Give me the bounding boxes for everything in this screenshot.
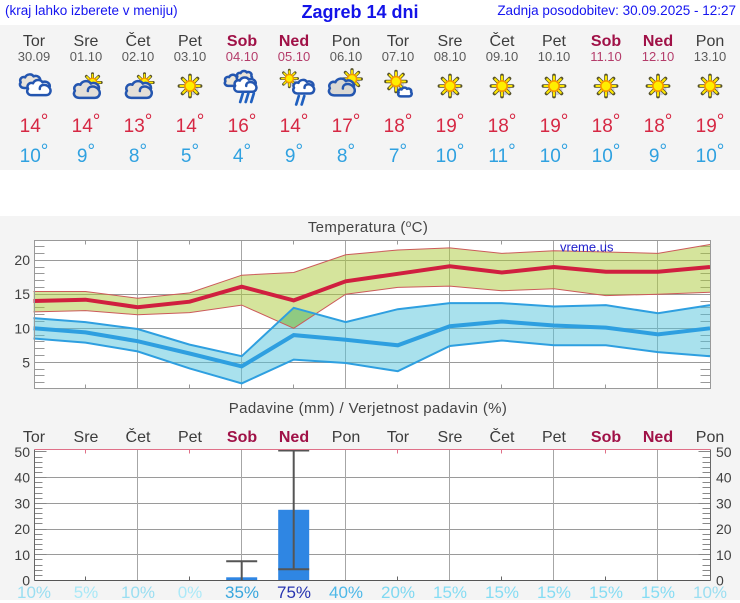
svg-text:10: 10 bbox=[14, 547, 30, 563]
svg-text:5: 5 bbox=[22, 354, 30, 370]
svg-text:40: 40 bbox=[716, 470, 732, 486]
svg-text:30: 30 bbox=[14, 495, 30, 511]
svg-text:20: 20 bbox=[14, 521, 30, 537]
svg-text:30: 30 bbox=[716, 495, 732, 511]
svg-text:0: 0 bbox=[22, 573, 30, 589]
svg-text:vreme.us: vreme.us bbox=[560, 240, 614, 255]
svg-text:0: 0 bbox=[716, 573, 724, 589]
svg-text:20: 20 bbox=[716, 521, 732, 537]
svg-text:20: 20 bbox=[14, 252, 30, 268]
svg-text:10: 10 bbox=[14, 320, 30, 336]
svg-text:15: 15 bbox=[14, 286, 30, 302]
svg-text:10: 10 bbox=[716, 547, 732, 563]
svg-text:50: 50 bbox=[716, 444, 732, 460]
svg-text:50: 50 bbox=[14, 444, 30, 460]
svg-text:40: 40 bbox=[14, 470, 30, 486]
